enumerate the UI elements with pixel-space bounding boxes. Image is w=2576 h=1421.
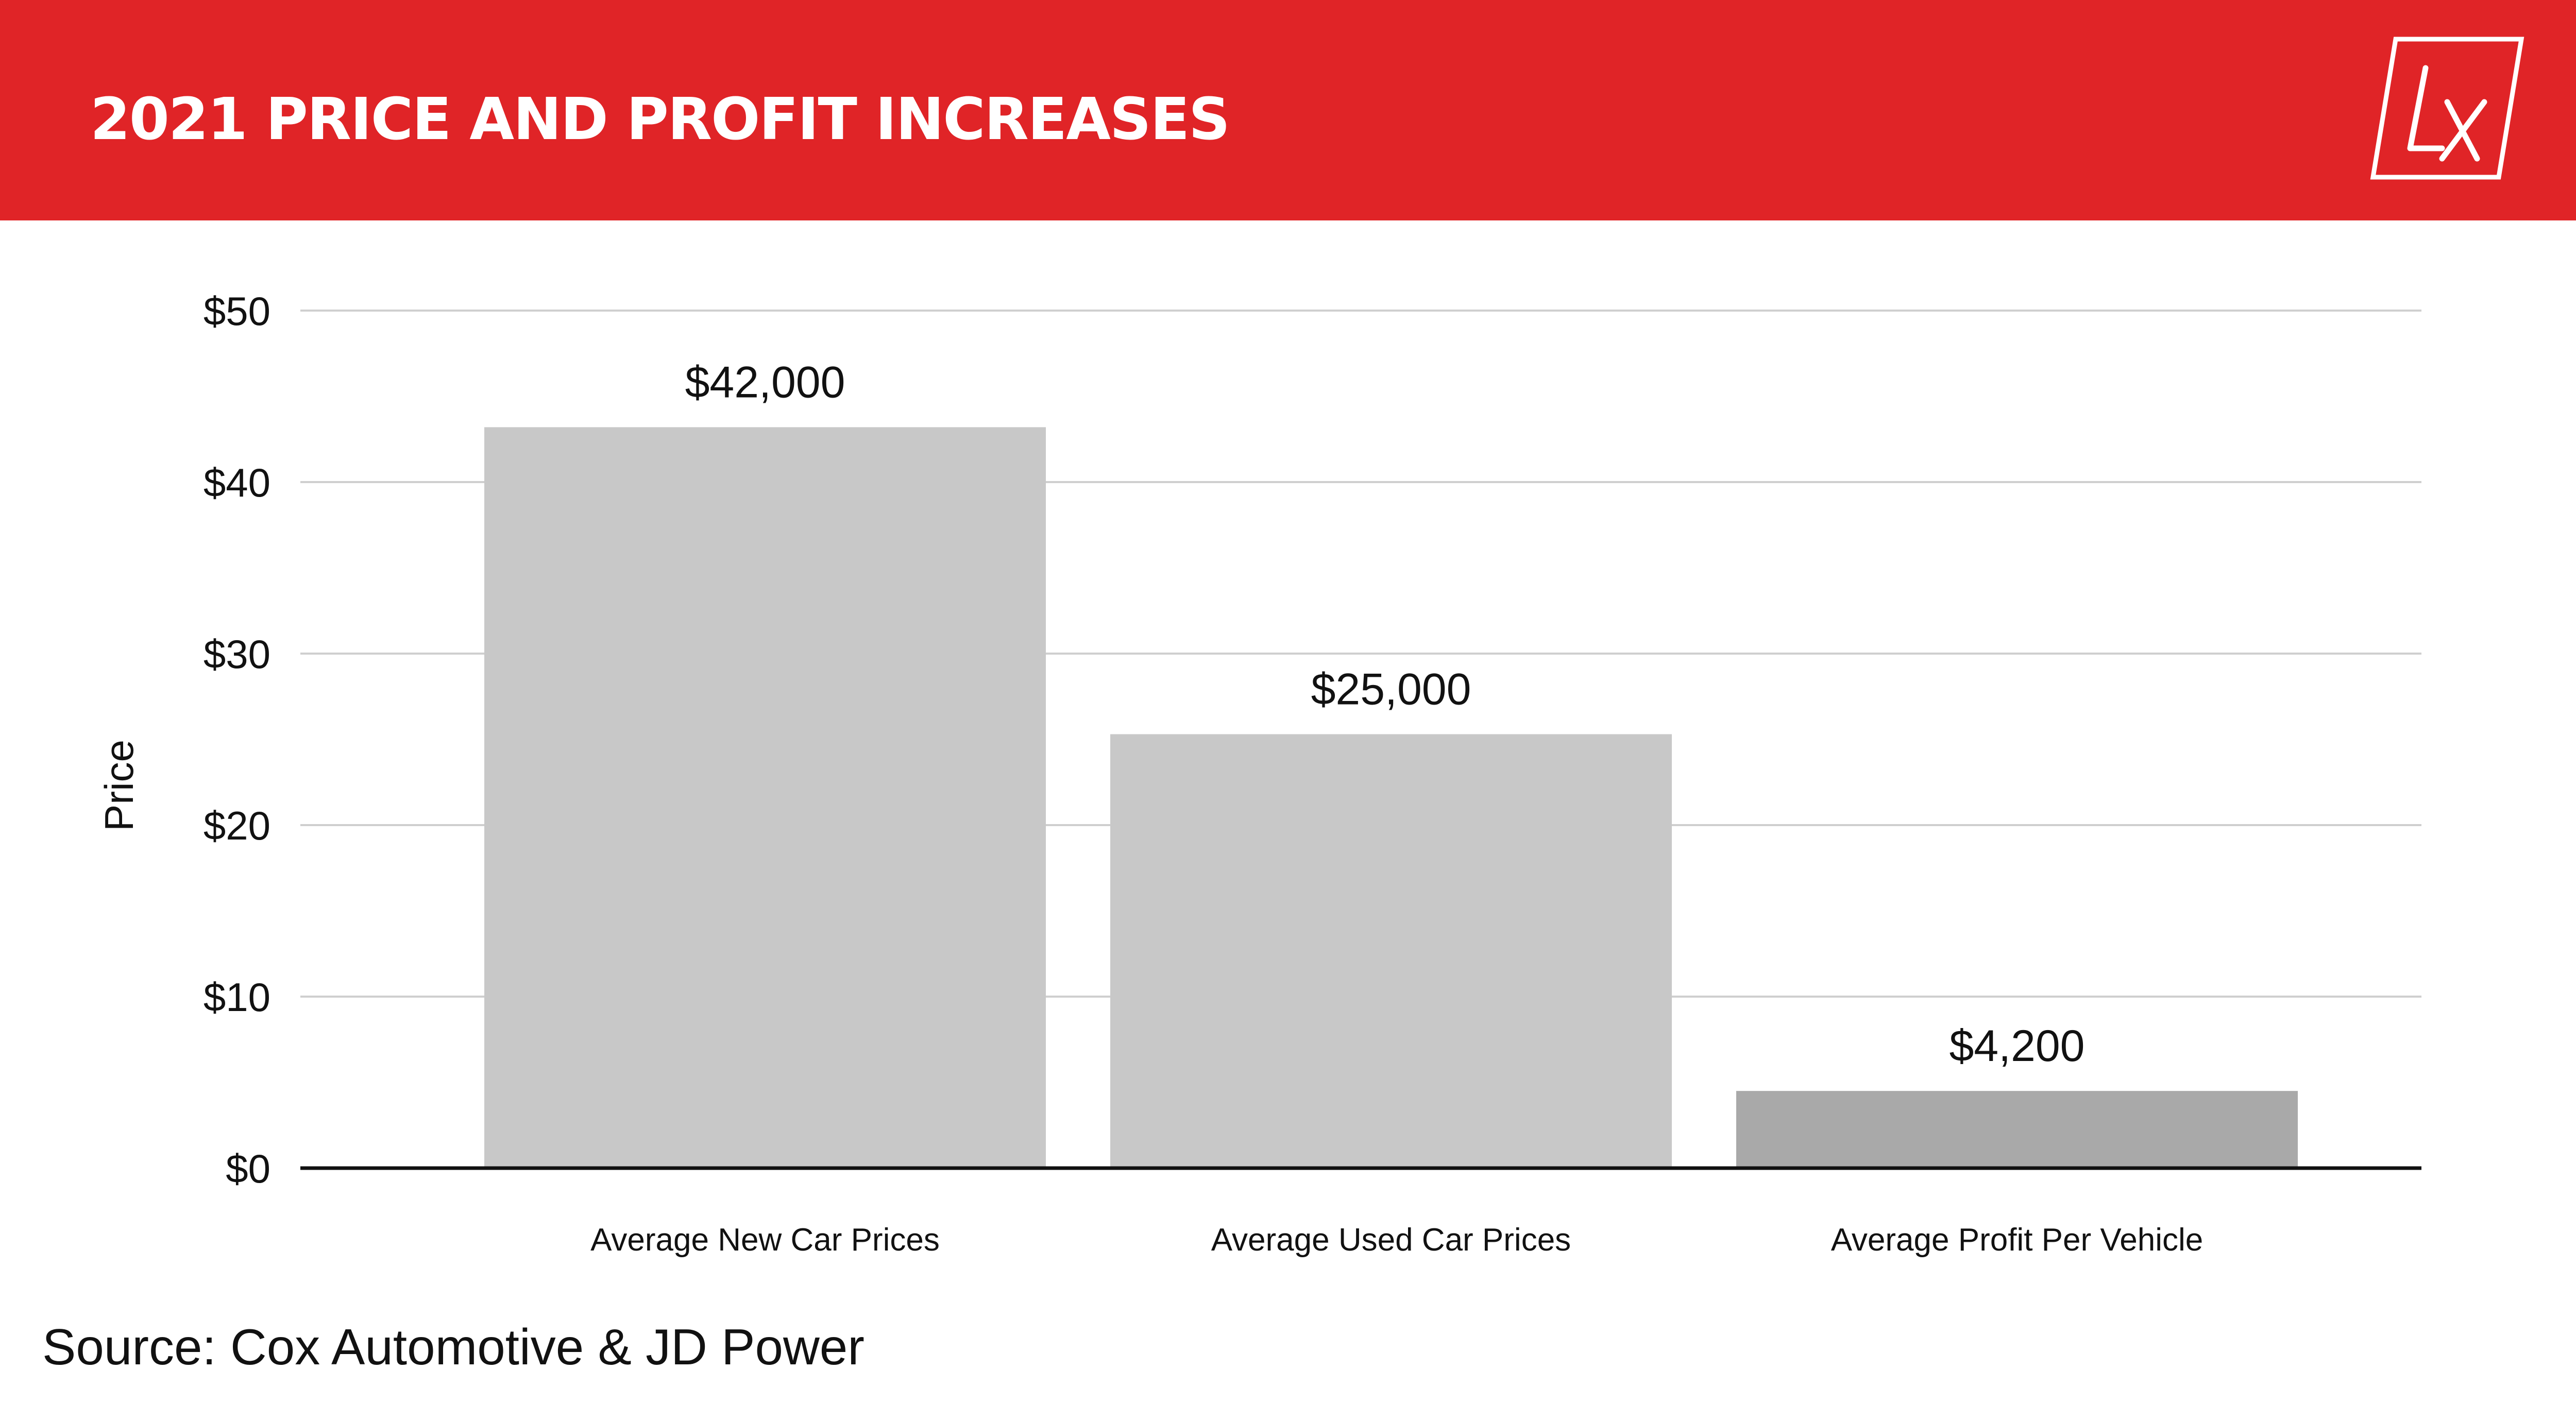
logo-frame <box>2373 39 2521 177</box>
y-axis-label: Price <box>96 740 142 831</box>
y-tick-label: $30 <box>204 631 270 677</box>
category-label: Average Profit Per Vehicle <box>1831 1222 2204 1258</box>
bar <box>1736 1091 2298 1168</box>
y-tick-label: $40 <box>204 460 270 505</box>
logo-letter-x <box>2442 102 2484 159</box>
data-label: $4,200 <box>1949 1021 2084 1071</box>
category-label: Average Used Car Prices <box>1211 1222 1571 1258</box>
y-axis-ticks: $0 $10 $20 $30 $40 $50 <box>204 288 270 1191</box>
source-note: Source: Cox Automotive & JD Power <box>42 1319 865 1375</box>
title-banner: 2021 PRICE AND PROFIT INCREASES <box>0 0 2576 220</box>
logo-letter-l <box>2410 68 2442 148</box>
y-tick-label: $10 <box>204 974 270 1020</box>
category-label: Average New Car Prices <box>590 1222 940 1258</box>
bar <box>484 427 1046 1168</box>
x-axis-categories: Average New Car Prices Average Used Car P… <box>590 1222 2203 1258</box>
data-label: $25,000 <box>1311 665 1471 714</box>
bar-chart: $0 $10 $20 $30 $40 $50 $42,000 $25,000 $4,200 A… <box>0 220 2576 1297</box>
bar <box>1110 734 1672 1168</box>
y-tick-label: $0 <box>226 1146 270 1191</box>
data-label: $42,000 <box>685 357 845 407</box>
y-tick-label: $50 <box>204 288 270 334</box>
lx-logo <box>2365 36 2530 180</box>
chart-title: 2021 PRICE AND PROFIT INCREASES <box>90 89 1229 150</box>
y-tick-label: $20 <box>204 803 270 848</box>
